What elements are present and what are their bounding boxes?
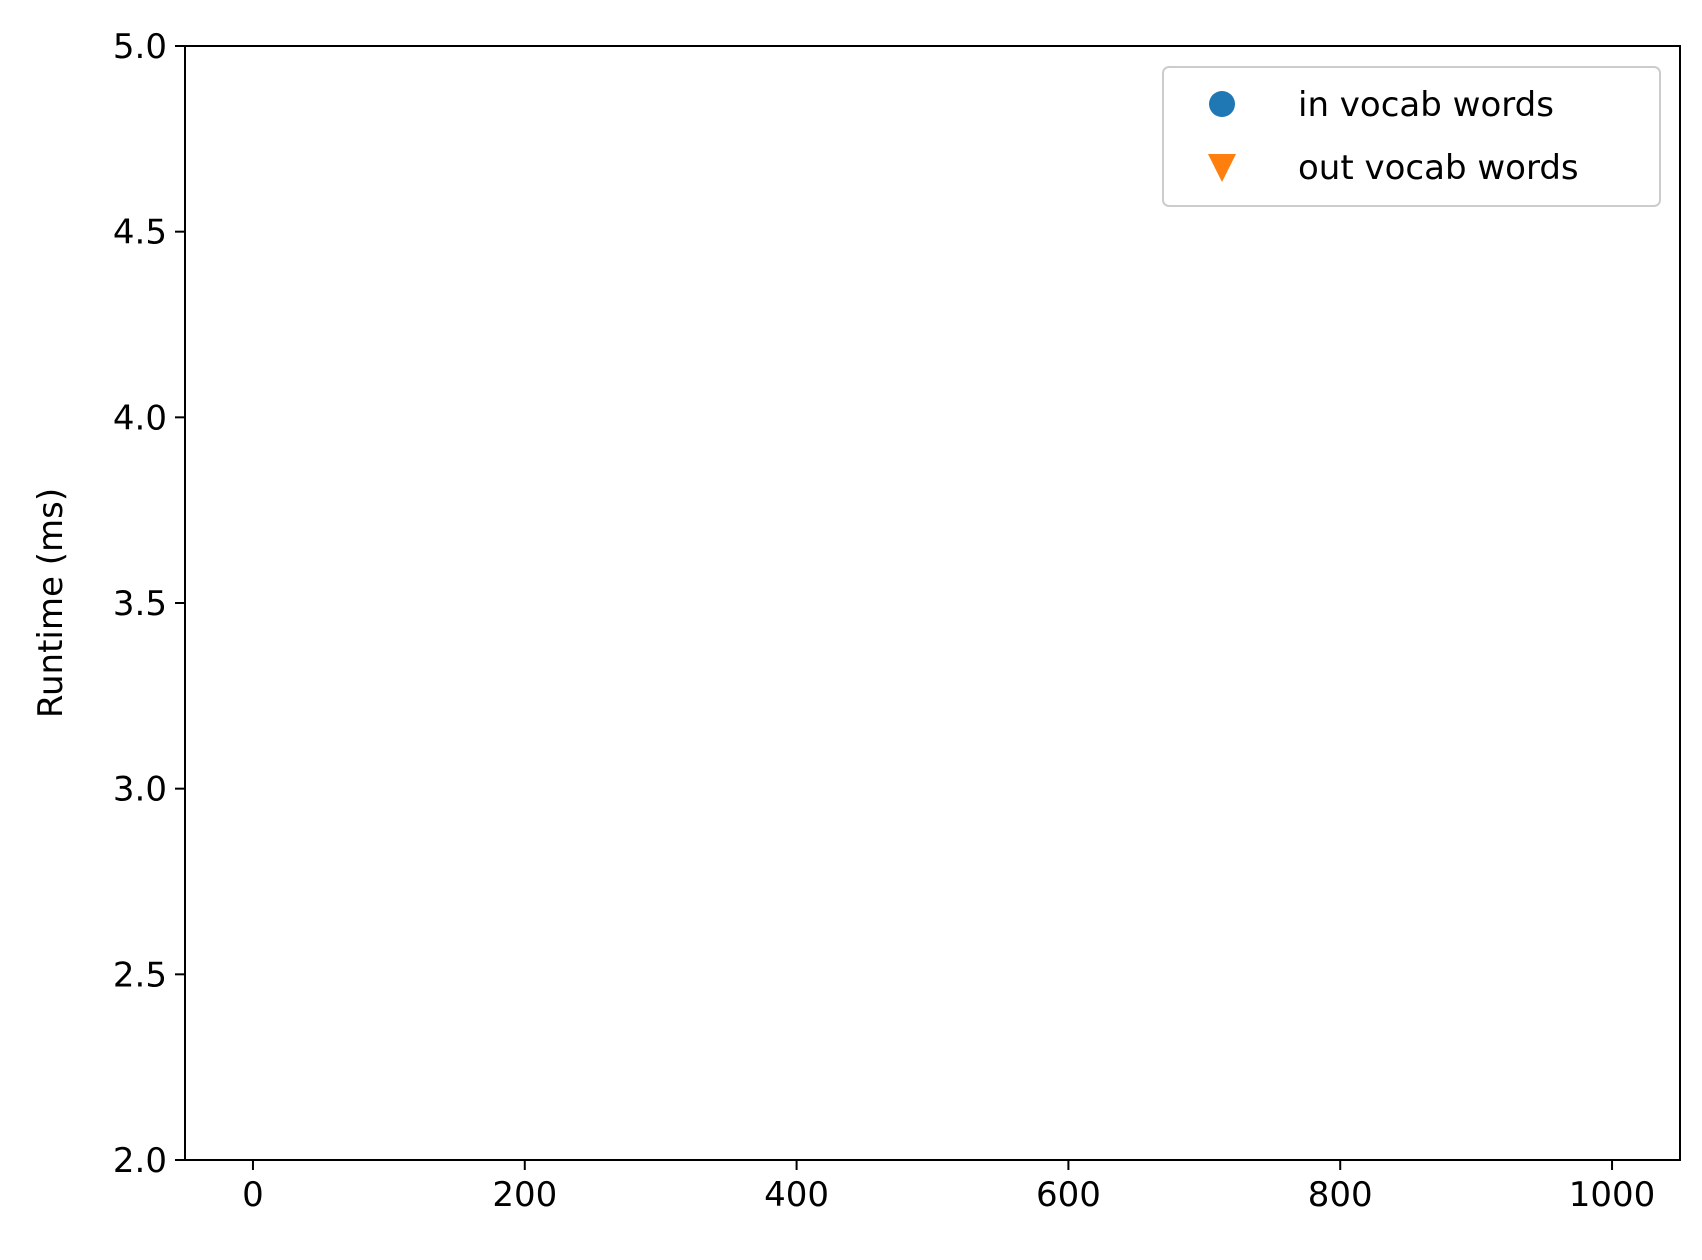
legend-label: out vocab words [1298, 148, 1579, 188]
legend-circle-marker [1209, 91, 1235, 117]
y-tick-label: 4.0 [113, 398, 167, 438]
plot-area [185, 46, 1680, 1160]
plot-frame [184, 45, 1681, 1161]
x-tick-label: 1000 [1569, 1175, 1656, 1215]
x-axis: 0 200 400 600 800 1000 [242, 1160, 1655, 1215]
x-tick-label: 200 [492, 1175, 557, 1215]
y-tick-label: 2.5 [113, 955, 167, 995]
y-tick-label: 4.5 [113, 213, 167, 253]
x-tick-label: 400 [764, 1175, 829, 1215]
y-tick-label: 3.0 [113, 770, 167, 810]
x-tick-label: 600 [1036, 1175, 1101, 1215]
x-tick-label: 800 [1308, 1175, 1373, 1215]
y-tick-label: 3.5 [113, 584, 167, 624]
y-tick-label: 2.0 [113, 1141, 167, 1181]
legend-triangle-marker [1208, 154, 1236, 182]
legend-box [1162, 66, 1661, 207]
y-axis-label: Runtime (ms) [31, 488, 71, 718]
x-tick-label: 0 [242, 1175, 264, 1215]
y-tick-label: 5.0 [113, 27, 167, 67]
legend-label: in vocab words [1298, 85, 1554, 125]
y-axis: 2.0 2.5 3.0 3.5 4.0 4.5 5.0 [113, 27, 185, 1181]
legend: in vocab words out vocab words [1162, 66, 1661, 207]
